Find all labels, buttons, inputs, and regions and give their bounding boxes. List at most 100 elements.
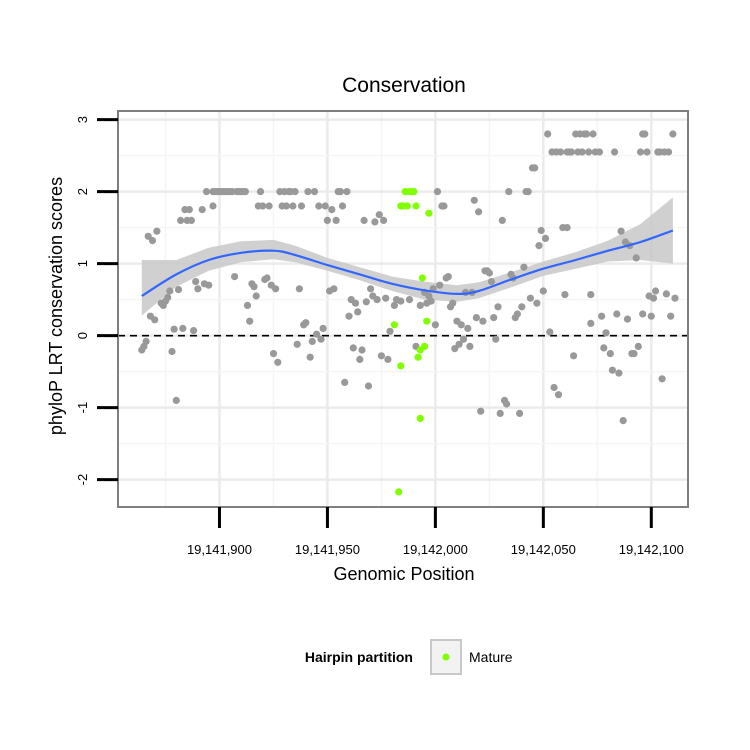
data-point-background	[649, 294, 658, 302]
data-point-background	[202, 188, 211, 196]
data-point-background	[332, 216, 340, 224]
data-point-background	[587, 319, 595, 327]
data-point-background	[306, 353, 314, 361]
mature-points	[390, 188, 433, 496]
data-point-background	[382, 294, 390, 302]
x-tick-label: 19,142,050	[511, 542, 576, 557]
data-point-background	[533, 299, 541, 307]
confidence-ribbon	[141, 197, 673, 316]
data-point-background	[252, 292, 260, 300]
data-point-background	[194, 285, 202, 293]
data-point-background	[472, 314, 480, 322]
legend-label-mature: Mature	[469, 649, 513, 665]
data-point-background	[503, 400, 511, 408]
data-point-background	[341, 378, 349, 386]
data-point-background	[557, 148, 565, 156]
data-point-background	[397, 297, 405, 305]
data-point-background	[524, 188, 532, 196]
data-point-mature	[418, 274, 426, 282]
data-point-background	[256, 188, 265, 196]
data-point-background	[362, 298, 370, 306]
data-point-background	[464, 324, 472, 332]
data-point-background	[477, 407, 485, 415]
data-point-background	[671, 294, 679, 302]
data-point-background	[440, 202, 448, 210]
data-point-background	[634, 342, 642, 350]
data-point-background	[652, 287, 660, 295]
data-point-background	[187, 216, 195, 224]
data-point-background	[321, 202, 329, 210]
data-point-background	[190, 327, 198, 335]
data-point-background	[164, 293, 172, 302]
data-point-background	[600, 344, 608, 352]
data-point-background	[643, 148, 651, 156]
x-tick-label: 19,141,900	[187, 542, 252, 557]
data-point-mature	[412, 202, 420, 210]
data-point-background	[323, 216, 331, 224]
data-point-background	[623, 315, 632, 323]
data-point-background	[308, 337, 316, 345]
data-point-background	[520, 263, 528, 271]
data-point-mature	[421, 342, 429, 350]
data-point-background	[243, 301, 252, 309]
y-tick-label: 2	[75, 188, 90, 195]
y-axis: -2 -1 0 1 2 3	[75, 116, 118, 485]
data-point-background	[390, 301, 398, 309]
data-point-background	[172, 396, 180, 404]
data-point-background	[602, 329, 610, 337]
data-point-background	[518, 303, 526, 311]
data-point-background	[315, 202, 323, 210]
data-point-background	[310, 188, 319, 196]
data-point-background	[587, 291, 595, 299]
data-point-mature	[425, 209, 433, 217]
data-point-background	[513, 310, 522, 318]
data-point-background	[198, 206, 206, 214]
data-point-background	[291, 188, 299, 196]
data-point-background	[405, 296, 414, 304]
data-point-background	[433, 188, 442, 196]
data-point-background	[185, 206, 193, 214]
data-point-background	[338, 202, 347, 210]
data-point-background	[293, 340, 301, 348]
data-point-background	[153, 227, 161, 235]
data-point-background	[466, 342, 474, 350]
data-point-background	[246, 317, 254, 325]
y-tick-label: 1	[75, 260, 90, 267]
data-point-background	[336, 188, 344, 196]
y-tick-label: -2	[75, 474, 90, 486]
data-point-mature	[395, 488, 403, 496]
data-point-background	[470, 196, 478, 204]
data-point-background	[295, 285, 303, 293]
data-point-background	[498, 216, 506, 224]
data-point-background	[617, 227, 625, 235]
data-point-background	[541, 234, 550, 242]
data-point-background	[526, 294, 535, 302]
data-point-background	[561, 291, 569, 299]
data-point-background	[531, 164, 539, 172]
data-point-background	[487, 278, 496, 286]
data-point-background	[636, 148, 645, 156]
data-point-background	[302, 319, 310, 327]
data-point-background	[479, 317, 487, 325]
data-point-background	[289, 202, 297, 210]
y-tick-label: -1	[75, 402, 90, 414]
data-point-background	[168, 347, 176, 356]
data-point-background	[492, 335, 500, 343]
data-point-background	[142, 337, 150, 345]
data-point-background	[494, 303, 502, 311]
data-point-background	[250, 283, 258, 291]
data-point-background	[427, 297, 435, 305]
data-point-background	[272, 285, 280, 293]
data-point-background	[615, 369, 623, 377]
grid-lines	[118, 111, 688, 507]
x-axis-title: Genomic Position	[333, 564, 474, 584]
data-point-background	[669, 130, 677, 138]
data-point-background	[375, 211, 383, 219]
data-point-background	[282, 202, 290, 210]
data-point-background	[608, 366, 617, 374]
data-point-background	[274, 358, 282, 366]
y-axis-title: phyloP LRT conservation scores	[46, 177, 66, 435]
data-point-background	[313, 330, 321, 338]
